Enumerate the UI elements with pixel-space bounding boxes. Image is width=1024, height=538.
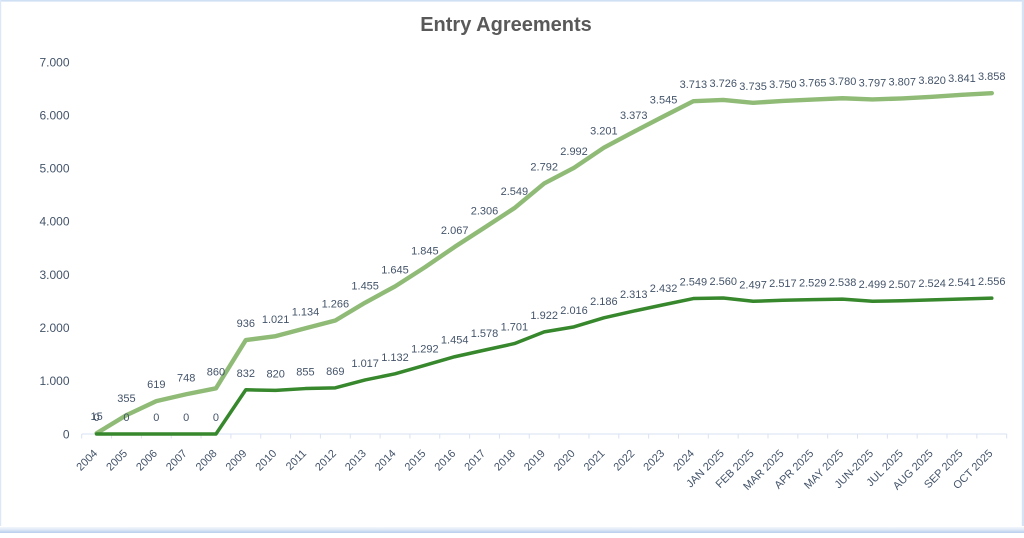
svg-text:0: 0 (213, 412, 219, 424)
svg-text:2.792: 2.792 (530, 161, 558, 173)
svg-text:3.726: 3.726 (709, 78, 737, 90)
svg-text:3.000: 3.000 (39, 268, 69, 282)
svg-text:2.432: 2.432 (650, 283, 678, 295)
svg-text:3.713: 3.713 (680, 79, 708, 91)
svg-text:1.578: 1.578 (471, 328, 499, 340)
svg-text:2.186: 2.186 (590, 296, 618, 308)
svg-text:0: 0 (183, 412, 189, 424)
svg-text:355: 355 (117, 393, 135, 405)
svg-text:3.841: 3.841 (948, 73, 976, 85)
svg-text:3.373: 3.373 (620, 110, 648, 122)
svg-text:0: 0 (153, 412, 159, 424)
svg-text:860: 860 (207, 366, 225, 378)
svg-text:1.017: 1.017 (351, 358, 379, 370)
svg-text:1.845: 1.845 (411, 245, 439, 257)
svg-text:2.560: 2.560 (709, 276, 737, 288)
svg-text:2.524: 2.524 (918, 278, 946, 290)
svg-text:2.507: 2.507 (888, 279, 916, 291)
svg-text:1.000: 1.000 (39, 374, 69, 388)
svg-text:748: 748 (177, 372, 195, 384)
svg-text:2.499: 2.499 (859, 279, 887, 291)
svg-text:2.067: 2.067 (441, 225, 469, 237)
svg-text:855: 855 (296, 367, 314, 379)
svg-text:1.132: 1.132 (381, 352, 409, 364)
svg-text:3.735: 3.735 (739, 81, 767, 93)
svg-text:1.454: 1.454 (441, 335, 469, 347)
svg-text:869: 869 (326, 366, 344, 378)
svg-text:1.922: 1.922 (530, 310, 558, 322)
svg-text:1.701: 1.701 (501, 322, 529, 334)
svg-text:0: 0 (123, 412, 129, 424)
svg-text:1.266: 1.266 (322, 299, 350, 311)
svg-text:3.765: 3.765 (799, 78, 827, 90)
svg-text:2.000: 2.000 (39, 321, 69, 335)
svg-text:3.797: 3.797 (859, 77, 887, 89)
svg-text:936: 936 (237, 318, 255, 330)
svg-text:Entry Agreements: Entry Agreements (420, 14, 592, 36)
svg-text:1.292: 1.292 (411, 343, 439, 355)
svg-text:2.541: 2.541 (948, 277, 976, 289)
svg-text:2.529: 2.529 (799, 278, 827, 290)
svg-text:2.556: 2.556 (978, 276, 1006, 288)
svg-text:7.000: 7.000 (39, 55, 69, 69)
svg-text:15: 15 (90, 411, 102, 423)
svg-text:6.000: 6.000 (39, 108, 69, 122)
svg-text:0: 0 (94, 412, 100, 424)
svg-text:1.455: 1.455 (351, 281, 379, 293)
svg-text:0: 0 (63, 427, 70, 441)
svg-text:3.820: 3.820 (918, 75, 946, 87)
svg-text:3.750: 3.750 (769, 79, 797, 91)
svg-text:4.000: 4.000 (39, 215, 69, 229)
svg-text:2.538: 2.538 (829, 277, 857, 289)
svg-text:2.992: 2.992 (560, 146, 588, 158)
svg-text:1.021: 1.021 (262, 314, 290, 326)
svg-text:3.858: 3.858 (978, 71, 1006, 83)
svg-text:2.313: 2.313 (620, 289, 648, 301)
svg-text:1.645: 1.645 (381, 264, 409, 276)
svg-text:2.016: 2.016 (560, 305, 588, 317)
svg-text:820: 820 (266, 368, 284, 380)
svg-text:832: 832 (237, 368, 255, 380)
svg-text:1.134: 1.134 (292, 306, 320, 318)
svg-text:3.201: 3.201 (590, 126, 618, 138)
svg-text:3.545: 3.545 (650, 94, 678, 106)
svg-text:5.000: 5.000 (39, 162, 69, 176)
svg-text:2.306: 2.306 (471, 206, 499, 218)
svg-text:3.780: 3.780 (829, 76, 857, 88)
svg-text:2.549: 2.549 (501, 186, 529, 198)
svg-text:3.807: 3.807 (888, 76, 916, 88)
svg-text:619: 619 (147, 379, 165, 391)
svg-text:2.497: 2.497 (739, 279, 767, 291)
svg-text:2.517: 2.517 (769, 278, 797, 290)
svg-text:2.549: 2.549 (680, 277, 708, 289)
